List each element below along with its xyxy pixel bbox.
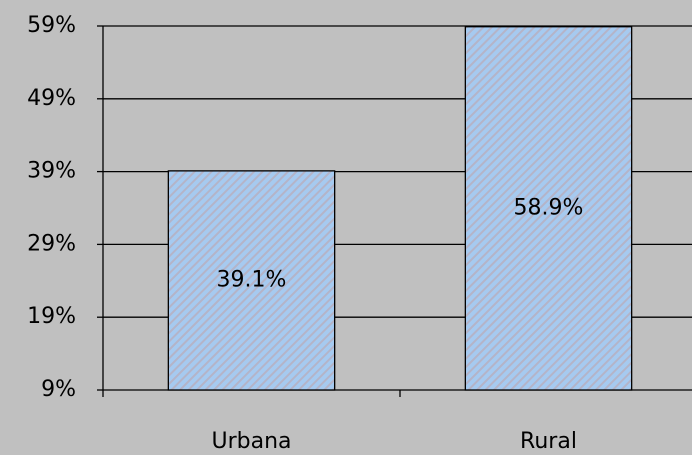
bar <box>464 26 633 391</box>
y-tick-label: 9% <box>41 377 76 402</box>
bar <box>167 170 336 391</box>
y-tick-label: 29% <box>27 231 76 256</box>
y-tick-label: 49% <box>27 86 76 111</box>
value-label: 39.1% <box>217 267 287 292</box>
y-tick-label: 59% <box>27 13 76 38</box>
x-tick-label: Urbana <box>211 429 291 454</box>
x-tick-label: Rural <box>520 429 577 454</box>
y-tick-label: 39% <box>27 159 76 184</box>
value-label: 58.9% <box>514 195 584 220</box>
y-tick-label: 19% <box>27 304 76 329</box>
